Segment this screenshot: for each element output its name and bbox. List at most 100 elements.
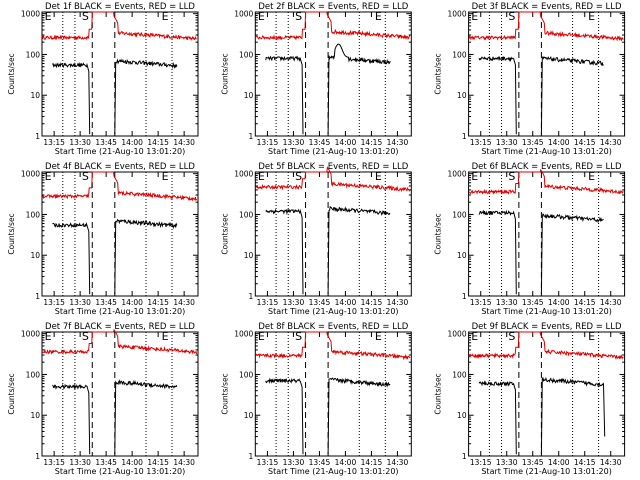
events-series-line <box>265 208 304 295</box>
x-tick-label: 13:30 <box>283 298 305 307</box>
x-tick-label: 13:30 <box>69 138 91 147</box>
plot-frame <box>468 11 626 137</box>
y-axis-label: Counts/sec <box>434 53 443 94</box>
x-axis-label: Start Time (21-Aug-10 13:01:20) <box>55 307 186 316</box>
marker-label: S <box>295 10 302 23</box>
chart-title: Det 4f BLACK = Events, RED = LLD <box>45 162 195 172</box>
y-tick-label: 10 <box>244 411 254 420</box>
marker-label: E <box>471 10 478 23</box>
y-tick-label: 1000 <box>448 10 467 19</box>
y-tick-label: 100 <box>239 50 254 59</box>
plot-frame <box>468 331 626 457</box>
y-tick-label: 1000 <box>448 170 467 179</box>
y-tick-label: 100 <box>26 370 41 379</box>
x-tick-label: 13:15 <box>43 298 65 307</box>
x-tick-label: 13:15 <box>470 298 492 307</box>
events-series-line <box>540 55 604 135</box>
marker-label: S <box>82 330 89 343</box>
marker-label: E <box>471 330 478 343</box>
events-series-line <box>478 209 517 295</box>
x-tick-label: 13:15 <box>43 458 65 467</box>
events-series-line <box>540 213 604 295</box>
marker-label: S <box>82 170 89 183</box>
y-tick-label: 1 <box>462 452 467 461</box>
marker-label: E <box>375 170 382 183</box>
events-series-line <box>478 55 517 135</box>
x-tick-label: 14:30 <box>173 138 195 147</box>
x-tick-label: 13:45 <box>95 298 117 307</box>
y-tick-label: 1 <box>462 132 467 141</box>
x-tick-label: 14:00 <box>121 458 143 467</box>
y-tick-label: 10 <box>457 251 467 260</box>
y-tick-label: 1 <box>35 292 40 301</box>
marker-label: S <box>82 10 89 23</box>
events-series-line <box>327 205 391 295</box>
lld-series-line <box>255 166 411 193</box>
y-tick-label: 1 <box>462 292 467 301</box>
x-tick-label: 13:45 <box>522 138 544 147</box>
marker-label: E <box>258 330 265 343</box>
marker-label: E <box>588 330 595 343</box>
marker-label: S <box>508 170 515 183</box>
events-series-line <box>327 377 391 455</box>
plot-frame <box>254 11 412 137</box>
x-axis-label: Start Time (21-Aug-10 13:01:20) <box>481 147 611 156</box>
x-tick-label: 14:30 <box>387 138 409 147</box>
y-tick-label: 1000 <box>234 170 253 179</box>
marker-label: E <box>258 10 265 23</box>
events-series-line <box>52 61 91 135</box>
lld-series-line <box>255 331 411 361</box>
x-tick-label: 13:15 <box>43 138 65 147</box>
x-tick-label: 13:15 <box>257 458 279 467</box>
y-tick-label: 100 <box>452 210 467 219</box>
x-axis-label: Start Time (21-Aug-10 13:01:20) <box>55 147 186 156</box>
chart-title: Det 6f BLACK = Events, RED = LLD <box>472 162 622 172</box>
events-series-line <box>265 55 304 135</box>
y-tick-label: 10 <box>30 251 40 260</box>
lld-series-line <box>42 171 198 202</box>
y-tick-label: 1000 <box>21 330 40 339</box>
x-tick-label: 14:00 <box>335 298 357 307</box>
x-tick-label: 14:00 <box>121 298 143 307</box>
chart-panel-5: Det 5f BLACK = Events, RED = LLD 1 10 100 10… <box>220 162 412 316</box>
x-tick-label: 13:30 <box>69 298 91 307</box>
y-tick-label: 1000 <box>448 330 467 339</box>
plot-frame <box>468 171 626 297</box>
x-tick-label: 13:30 <box>283 458 305 467</box>
x-axis-label: Start Time (21-Aug-10 13:01:20) <box>55 467 186 476</box>
lld-series-line <box>42 328 198 355</box>
x-tick-label: 13:45 <box>309 138 331 147</box>
lld-series-line <box>468 331 624 361</box>
x-tick-label: 13:30 <box>496 458 518 467</box>
y-tick-label: 10 <box>30 411 40 420</box>
x-tick-label: 14:15 <box>361 458 383 467</box>
x-axis-label: Start Time (21-Aug-10 13:01:20) <box>481 307 611 316</box>
y-tick-label: 100 <box>26 50 41 59</box>
marker-label: E <box>45 330 52 343</box>
x-tick-label: 14:15 <box>574 138 596 147</box>
x-tick-label: 14:15 <box>361 298 383 307</box>
y-tick-label: 10 <box>457 91 467 100</box>
y-tick-label: 1 <box>35 132 40 141</box>
marker-label: E <box>162 10 169 23</box>
chart-title: Det 8f BLACK = Events, RED = LLD <box>258 322 408 332</box>
x-tick-label: 13:45 <box>309 298 331 307</box>
x-tick-label: 14:00 <box>548 138 570 147</box>
x-tick-label: 14:15 <box>361 138 383 147</box>
chart-title: Det 3f BLACK = Events, RED = LLD <box>472 2 622 12</box>
marker-label: E <box>162 330 169 343</box>
x-tick-label: 13:45 <box>522 298 544 307</box>
y-axis-label: Counts/sec <box>220 213 229 254</box>
y-axis-label: Counts/sec <box>7 53 16 94</box>
y-tick-label: 1000 <box>234 10 253 19</box>
y-tick-label: 100 <box>452 50 467 59</box>
x-tick-label: 13:30 <box>283 138 305 147</box>
x-tick-label: 13:15 <box>257 298 279 307</box>
y-axis-label: Counts/sec <box>220 53 229 94</box>
y-tick-label: 10 <box>30 91 40 100</box>
y-tick-label: 100 <box>26 210 41 219</box>
plot-frame <box>254 331 412 457</box>
x-tick-label: 14:00 <box>335 138 357 147</box>
marker-label: E <box>588 170 595 183</box>
